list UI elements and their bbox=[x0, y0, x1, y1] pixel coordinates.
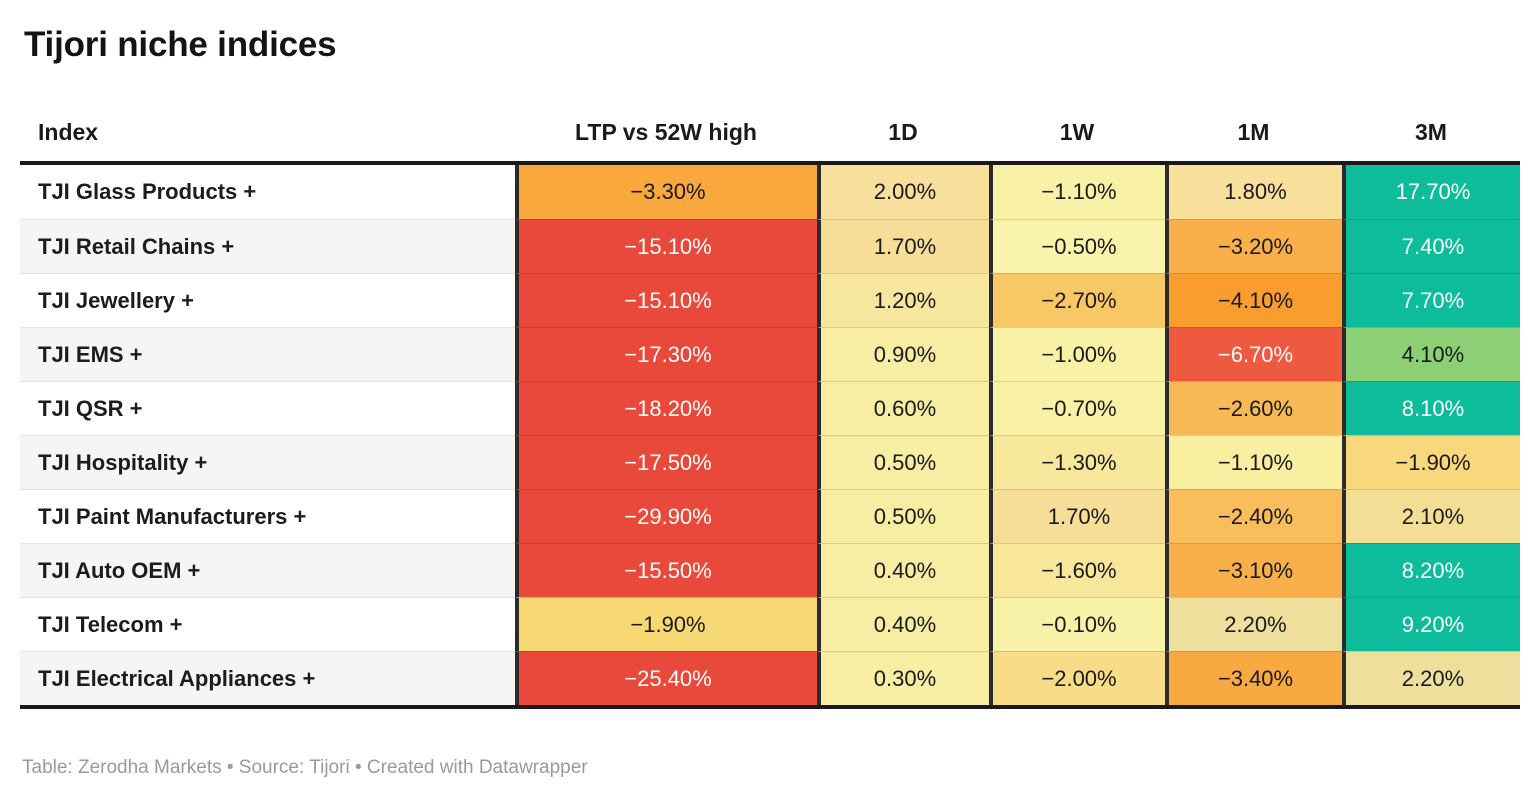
heatmap-value-cell: −3.30% bbox=[515, 165, 817, 219]
heatmap-value-cell: 9.20% bbox=[1342, 597, 1520, 651]
table-row: TJI Paint Manufacturers + −29.90% 0.50% 1.7… bbox=[20, 489, 1520, 543]
heatmap-value-cell: −0.10% bbox=[989, 597, 1165, 651]
heatmap-value-cell: −17.30% bbox=[515, 327, 817, 381]
row-label-expandable[interactable]: TJI Glass Products + bbox=[38, 179, 257, 204]
heatmap-value-cell: −29.90% bbox=[515, 489, 817, 543]
heatmap-value-cell: −1.10% bbox=[989, 165, 1165, 219]
heatmap-value-cell: −3.40% bbox=[1165, 651, 1342, 705]
heatmap-value-cell: −1.00% bbox=[989, 327, 1165, 381]
heatmap-value-cell: 1.80% bbox=[1165, 165, 1342, 219]
page-title: Tijori niche indices bbox=[24, 25, 337, 64]
column-header-1w: 1W bbox=[1059, 119, 1095, 145]
row-label-expandable[interactable]: TJI Auto OEM + bbox=[20, 543, 515, 597]
heatmap-value-cell: −15.10% bbox=[515, 273, 817, 327]
table-row: TJI Glass Products + −3.30% 2.00% −1.10% 1.8… bbox=[20, 165, 1520, 219]
table-body: TJI Glass Products + −3.30% 2.00% −1.10% 1.8… bbox=[20, 165, 1520, 709]
row-label-expandable[interactable]: TJI Electrical Appliances + bbox=[20, 651, 515, 705]
heatmap-value-cell: −1.90% bbox=[1342, 435, 1520, 489]
heatmap-value-cell: −1.60% bbox=[989, 543, 1165, 597]
heatmap-value-cell: 0.40% bbox=[817, 597, 989, 651]
table-row: TJI Hospitality + −17.50% 0.50% −1.30% −1.10… bbox=[20, 435, 1520, 489]
heatmap-value-cell: −15.50% bbox=[515, 543, 817, 597]
heatmap-value-cell: 0.50% bbox=[817, 435, 989, 489]
heatmap-value-cell: −1.10% bbox=[1165, 435, 1342, 489]
heatmap-value-cell: −2.60% bbox=[1165, 381, 1342, 435]
heatmap-value-cell: 1.70% bbox=[817, 219, 989, 273]
heatmap-value-cell: 0.30% bbox=[817, 651, 989, 705]
column-header-1m: 1M bbox=[1237, 119, 1270, 145]
heatmap-value-cell: −3.10% bbox=[1165, 543, 1342, 597]
heatmap-value-cell: 8.20% bbox=[1342, 543, 1520, 597]
attribution-line: Table: Zerodha Markets • Source: Tijori … bbox=[22, 757, 588, 778]
table-row: TJI Retail Chains + −15.10% 1.70% −0.50% −3.… bbox=[20, 219, 1520, 273]
heatmap-value-cell: 2.20% bbox=[1165, 597, 1342, 651]
heatmap-value-cell: −1.90% bbox=[515, 597, 817, 651]
heatmap-value-cell: −0.70% bbox=[989, 381, 1165, 435]
indices-table: Index LTP vs 52W high 1D 1W 1M 3M TJI Gl… bbox=[20, 105, 1520, 709]
heatmap-value-cell: 8.10% bbox=[1342, 381, 1520, 435]
heatmap-value-cell: 7.70% bbox=[1342, 273, 1520, 327]
row-label-expandable[interactable]: TJI Telecom + bbox=[20, 597, 515, 651]
heatmap-value-cell: −0.50% bbox=[989, 219, 1165, 273]
datawrapper-table-page: Tijori niche indices Index LTP vs 52W hi… bbox=[20, 25, 1520, 778]
heatmap-value-cell: −3.20% bbox=[1165, 219, 1342, 273]
table-row: TJI Electrical Appliances + −25.40% 0.30% −… bbox=[20, 651, 1520, 705]
heatmap-value-cell: −1.30% bbox=[989, 435, 1165, 489]
heatmap-value-cell: 0.40% bbox=[817, 543, 989, 597]
column-header-index: Index bbox=[38, 119, 99, 145]
row-label-expandable[interactable]: TJI QSR + bbox=[20, 381, 515, 435]
table-row: TJI EMS + −17.30% 0.90% −1.00% −6.70% 4.10% bbox=[20, 327, 1520, 381]
heatmap-value-cell: −25.40% bbox=[515, 651, 817, 705]
heatmap-value-cell: 1.20% bbox=[817, 273, 989, 327]
heatmap-value-cell: 17.70% bbox=[1342, 165, 1520, 219]
heatmap-value-cell: 2.00% bbox=[817, 165, 989, 219]
column-header-ltp-vs-52w: LTP vs 52W high bbox=[575, 119, 757, 145]
table-row: TJI Auto OEM + −15.50% 0.40% −1.60% −3.10% 8.… bbox=[20, 543, 1520, 597]
heatmap-value-cell: −4.10% bbox=[1165, 273, 1342, 327]
heatmap-value-cell: −15.10% bbox=[515, 219, 817, 273]
table-row: TJI QSR + −18.20% 0.60% −0.70% −2.60% 8.10% bbox=[20, 381, 1520, 435]
heatmap-value-cell: −2.40% bbox=[1165, 489, 1342, 543]
heatmap-value-cell: 4.10% bbox=[1342, 327, 1520, 381]
heatmap-value-cell: 0.60% bbox=[817, 381, 989, 435]
heatmap-value-cell: −2.00% bbox=[989, 651, 1165, 705]
heatmap-value-cell: 0.90% bbox=[817, 327, 989, 381]
heatmap-value-cell: −18.20% bbox=[515, 381, 817, 435]
table-row: TJI Telecom + −1.90% 0.40% −0.10% 2.20% 9.20% bbox=[20, 597, 1520, 651]
column-header-3m: 3M bbox=[1415, 119, 1447, 145]
row-label-expandable[interactable]: TJI Jewellery + bbox=[20, 273, 515, 327]
heatmap-value-cell: −6.70% bbox=[1165, 327, 1342, 381]
row-label-expandable[interactable]: TJI Hospitality + bbox=[20, 435, 515, 489]
table-header-row: Index LTP vs 52W high 1D 1W 1M 3M bbox=[20, 105, 1520, 165]
table-row: TJI Jewellery + −15.10% 1.20% −2.70% −4.10% 7… bbox=[20, 273, 1520, 327]
row-label-expandable[interactable]: TJI EMS + bbox=[20, 327, 515, 381]
column-header-1d: 1D bbox=[888, 119, 918, 145]
heatmap-value-cell: −2.70% bbox=[989, 273, 1165, 327]
heatmap-value-cell: 2.20% bbox=[1342, 651, 1520, 705]
heatmap-value-cell: 0.50% bbox=[817, 489, 989, 543]
heatmap-value-cell: 2.10% bbox=[1342, 489, 1520, 543]
heatmap-value-cell: −17.50% bbox=[515, 435, 817, 489]
row-label-expandable[interactable]: TJI Paint Manufacturers + bbox=[20, 489, 515, 543]
heatmap-value-cell: 1.70% bbox=[989, 489, 1165, 543]
row-label-expandable[interactable]: TJI Retail Chains + bbox=[20, 219, 515, 273]
heatmap-value-cell: 7.40% bbox=[1342, 219, 1520, 273]
